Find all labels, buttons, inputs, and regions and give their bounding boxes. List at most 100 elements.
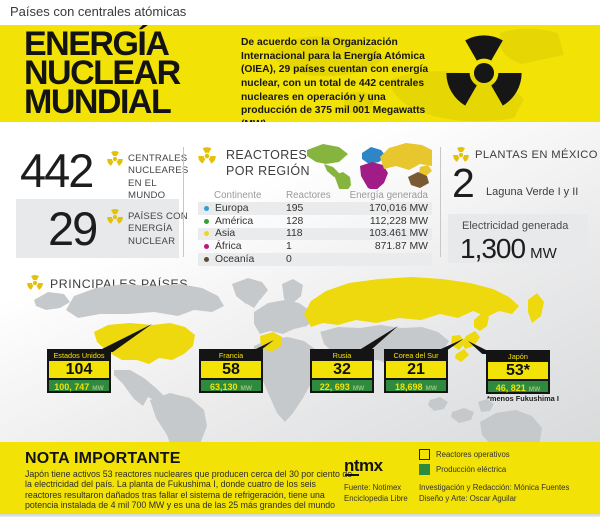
reactor-count: 128	[286, 215, 304, 227]
stat-countries-label: PAÍSES CON ENERGÍA NUCLEAR	[128, 211, 188, 247]
energy-value: 103.461 MW	[369, 228, 428, 240]
energy-value: 112,228 MW	[369, 215, 428, 227]
greenland-shape	[232, 278, 268, 304]
country-name: Francia	[218, 351, 244, 360]
japan-shape	[474, 313, 489, 331]
energy-value: 170,016 MW	[369, 202, 428, 214]
japan-shape	[462, 331, 480, 349]
continent-dot	[204, 205, 209, 211]
credits-lines: Investigación y Redacción: Mónica Fuente…	[419, 483, 570, 504]
radiation-trefoil-icon	[107, 151, 123, 166]
legend-item-reactors: Reactores operativos	[419, 449, 510, 460]
country-name: Corea del Sur	[393, 351, 439, 360]
table-row: Europa 195 170,016 MW	[198, 202, 432, 215]
reactor-count: 195	[286, 202, 304, 214]
americas-shape	[307, 144, 351, 189]
intro-paragraph: De acuerdo con la Organización Internaci…	[241, 37, 429, 122]
mexico-electricity-chip	[448, 214, 588, 263]
indonesia-shape	[451, 408, 474, 423]
divider	[183, 147, 184, 257]
continent-name: África	[215, 241, 242, 253]
country-reactors: 58	[201, 361, 261, 378]
reactor-count: 0	[286, 254, 292, 266]
stat-countries-chip	[16, 199, 179, 258]
mw-unit: MW	[240, 385, 253, 392]
world-map	[34, 277, 572, 462]
country-callout: Estados Unidos 104 100, 747 MW	[47, 349, 111, 393]
header-band: ENERGÍA NUCLEAR MUNDIAL De acuerdo con l…	[0, 25, 600, 122]
region-section-title: REACTORES POR REGIÓN	[226, 148, 310, 178]
country-callout: Corea del Sur 21 18,698 MW	[384, 349, 448, 393]
mexico-section-title: PLANTAS EN MÉXICO	[475, 149, 598, 161]
continent-name: América	[215, 215, 254, 227]
continent-name: Oceanía	[215, 254, 255, 266]
alaska-shape	[34, 292, 70, 310]
yellow-swatch-icon	[419, 449, 430, 460]
continent-name: Asia	[215, 228, 236, 240]
scandinavia-shape	[282, 279, 303, 304]
reactor-count: 1	[286, 241, 292, 253]
radiation-trefoil-icon	[107, 209, 123, 224]
notimex-logo-bar	[345, 474, 359, 476]
bottom-strip	[0, 513, 600, 517]
country-mw: 100, 747 MW	[49, 380, 109, 392]
continent-name: Europa	[215, 202, 249, 214]
japan-shape	[455, 349, 469, 362]
country-name: Rusia	[332, 351, 352, 360]
legend: Reactores operativos Producción eléctric…	[419, 449, 510, 479]
stat-countries-value: 29	[48, 202, 98, 255]
stat-world-value: 442	[20, 144, 94, 197]
mw-unit: MW	[528, 386, 541, 393]
energy-value: 871.87 MW	[374, 241, 428, 253]
usa-shape	[94, 323, 195, 364]
col-reactors: Reactores	[286, 190, 331, 201]
table-row: Asia 118 103.461 MW	[198, 227, 432, 241]
green-swatch-icon	[419, 464, 430, 475]
kamchatka-shape	[528, 293, 544, 323]
mexico-plant-name: Laguna Verde I y II	[486, 186, 579, 198]
stat-world-label: CENTRALES NUCLEARES EN EL MUNDO	[128, 153, 189, 202]
radiation-trefoil-icon	[198, 147, 216, 164]
continent-dot	[204, 218, 209, 224]
table-row: África 1 871.87 MW	[198, 240, 432, 253]
country-callout: Francia 58 63,130 MW	[199, 349, 263, 393]
note-band: NOTA IMPORTANTE Japón tiene activos 53 r…	[0, 442, 600, 513]
divider	[440, 147, 441, 257]
region-table-header: Continente Reactores Energía generada	[198, 189, 432, 202]
oceania-shape	[408, 172, 429, 188]
country-mw: 46, 821 MW	[488, 381, 548, 393]
mexico-electricity-label: Electricidad generada	[462, 220, 569, 232]
table-row: Oceanía 0	[198, 253, 432, 266]
country-callout: Rusia 32 22, 693 MW	[310, 349, 374, 393]
mw-unit: MW	[92, 385, 104, 392]
philippines-shape	[478, 399, 494, 412]
mw-unit: MW	[530, 245, 557, 262]
page-title: ENERGÍA NUCLEAR MUNDIAL	[24, 25, 181, 121]
country-reactors: 104	[49, 361, 109, 378]
canada-shape	[66, 284, 224, 318]
africa-shape	[254, 337, 319, 422]
country-reactors: 53*	[488, 362, 548, 379]
col-energy: Energía generada	[349, 190, 428, 201]
continent-dot	[204, 231, 209, 237]
region-table-body: Europa 195 170,016 MW América 128 112,22…	[198, 202, 432, 266]
japan-footnote: *menos Fukushima I	[487, 394, 559, 403]
uk-shape	[247, 295, 259, 308]
note-title: NOTA IMPORTANTE	[25, 450, 181, 467]
mw-unit: MW	[425, 385, 438, 392]
col-continent: Continente	[214, 190, 262, 201]
country-mw: 18,698 MW	[386, 380, 446, 392]
country-name: Japón	[508, 352, 528, 361]
europe-shape	[254, 300, 315, 334]
russia-shape	[304, 277, 519, 327]
table-row: América 128 112,228 MW	[198, 215, 432, 228]
source-lines: Fuente: Notimex Enciclopedia Libre	[344, 483, 408, 504]
country-name: Estados Unidos	[53, 351, 105, 360]
country-callout: Japón 53* 46, 821 MW	[486, 350, 550, 394]
radiation-trefoil-icon	[446, 35, 522, 106]
asia-shape	[380, 143, 432, 176]
continent-dot	[204, 244, 209, 250]
se-asia-shape	[428, 397, 448, 411]
notimex-logo: ntmx	[344, 456, 383, 475]
